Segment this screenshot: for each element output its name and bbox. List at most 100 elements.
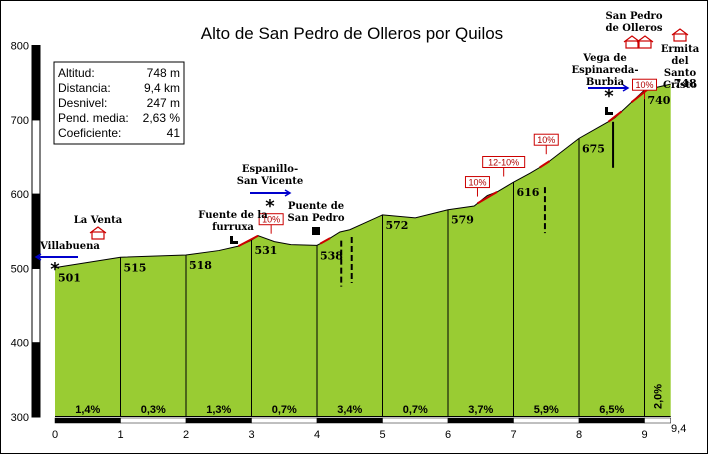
house-icon	[636, 35, 654, 49]
stat-value: 748 m	[147, 66, 180, 80]
house-icon	[623, 35, 641, 49]
annotations: 10%10%12-10%10%10%***	[34, 78, 657, 280]
stat-value: 9,4 km	[144, 81, 180, 95]
fountain-icon	[230, 236, 238, 244]
stat-label: Altitud:	[58, 66, 95, 80]
place-label: de Olleros	[605, 23, 662, 34]
km-elevation-label: 740	[648, 94, 671, 107]
stat-label: Pend. media:	[58, 111, 129, 125]
segment-grade-label: 2,0%	[653, 384, 665, 409]
km-elevation-label: 572	[386, 219, 409, 232]
stats-box: Altitud: 748 m Distancia: 9,4 km Desnivel: 24…	[53, 61, 185, 145]
y-axis-bar-segment	[31, 45, 41, 121]
y-tick-label: 400	[11, 338, 29, 350]
steep-segment	[607, 110, 623, 123]
segment-grade-label: 0,7%	[403, 404, 428, 416]
segment-grade-label: 5,9%	[534, 404, 559, 416]
distance-bar-segment	[513, 417, 580, 424]
x-tick-label: 8	[576, 429, 582, 441]
place-label: San Pedro	[606, 11, 663, 22]
place-label: Burbia	[586, 77, 625, 88]
y-axis-bar-segment	[31, 342, 41, 418]
profile-fill	[55, 84, 671, 418]
x-tick-label: 5	[379, 429, 385, 441]
distance-bar-segment	[578, 417, 645, 424]
place-label: Villabuena	[39, 241, 100, 252]
km-elevation-label: 675	[582, 142, 605, 155]
stat-value: 41	[167, 126, 181, 140]
km-elevation-label: 538	[320, 249, 343, 262]
direction-arrow-icon	[250, 189, 292, 197]
segment-grade-label: 1,4%	[75, 404, 100, 416]
house-icon	[671, 28, 689, 42]
steep-segment	[237, 234, 259, 247]
place-label: Santo	[664, 68, 697, 79]
stat-label: Distancia:	[58, 81, 111, 95]
bridge-icon	[312, 227, 320, 235]
place-label: Espanillo-	[242, 164, 298, 175]
distance-bar-segment	[382, 417, 449, 424]
y-axis: 300 400 500 600 700 800	[11, 41, 41, 424]
steep-segment	[539, 160, 551, 169]
y-axis-bar-segment	[31, 119, 41, 195]
y-tick-label: 300	[11, 412, 29, 424]
distance-bar-segment	[251, 417, 318, 424]
y-tick-label: 600	[11, 189, 29, 201]
x-end-label: 9,4	[671, 423, 686, 435]
distance-bar-segment	[316, 417, 383, 424]
stat-value: 2,63 %	[143, 111, 181, 125]
segment-grade-label: 1,3%	[206, 404, 231, 416]
x-tick-label: 6	[445, 429, 451, 441]
place-label: Puente de	[288, 201, 344, 212]
place-label: Fuente de la	[198, 210, 268, 221]
crossroad-icon: *	[265, 196, 275, 217]
steep-segment	[319, 237, 331, 245]
segment-grade-label: 0,3%	[141, 404, 166, 416]
place-label: furruxa	[212, 222, 254, 233]
direction-arrow-icon	[588, 84, 630, 92]
crossroad-icon: *	[50, 259, 60, 280]
distance-bar-segment	[185, 417, 252, 424]
fountain-icon	[605, 107, 613, 115]
segment-grades: 1,4% 0,3% 1,3% 0,7% 3,4% 0,7% 3,7% 5,9% 6,5% 2,0%	[75, 384, 664, 416]
profile-baseline	[55, 416, 671, 417]
distance-bar-segment	[120, 417, 187, 424]
y-tick-label: 500	[11, 263, 29, 275]
place-label: Vega de	[582, 53, 627, 64]
x-tick-label: 4	[314, 429, 320, 441]
x-tick-label: 3	[248, 429, 254, 441]
x-tick-label: 1	[117, 429, 123, 441]
km-elevation-label: 579	[451, 214, 474, 227]
km-elevation-label: 616	[517, 186, 540, 199]
stat-label: Desnivel:	[58, 96, 107, 110]
x-tick-label: 0	[52, 429, 58, 441]
distance-bar-segment	[54, 417, 121, 424]
steep-segment	[476, 191, 498, 205]
x-axis: 0 1 2 3 4 5 6 7 8 9 9,4	[52, 417, 686, 441]
place-label: La Venta	[74, 215, 123, 226]
place-label: San Pedro	[288, 213, 345, 224]
steep-badge-label: 10%	[468, 178, 486, 188]
house-icon	[89, 226, 107, 240]
x-tick-label: 7	[510, 429, 516, 441]
y-tick-label: 800	[11, 41, 29, 53]
steep-badge-label: 12-10%	[488, 157, 519, 167]
y-tick-label: 700	[11, 115, 29, 127]
y-axis-bar-segment	[31, 267, 41, 344]
segment-grade-label: 0,7%	[272, 404, 297, 416]
steep-segment	[630, 88, 649, 104]
place-label: Cristo	[663, 80, 697, 91]
place-label: San Vicente	[237, 176, 304, 187]
segment-grade-label: 3,7%	[468, 404, 493, 416]
steep-badge-label: 10%	[262, 215, 280, 225]
summit-elevation-label: 748	[674, 77, 697, 90]
chart-title: Alto de San Pedro de Olleros por Quilos	[201, 24, 503, 43]
place-label: Espinareda-	[571, 65, 638, 76]
km-elevation-label: 501	[58, 272, 81, 285]
stat-label: Coeficiente:	[58, 126, 121, 140]
segment-grade-label: 3,4%	[337, 404, 362, 416]
stat-value: 247 m	[147, 96, 180, 110]
